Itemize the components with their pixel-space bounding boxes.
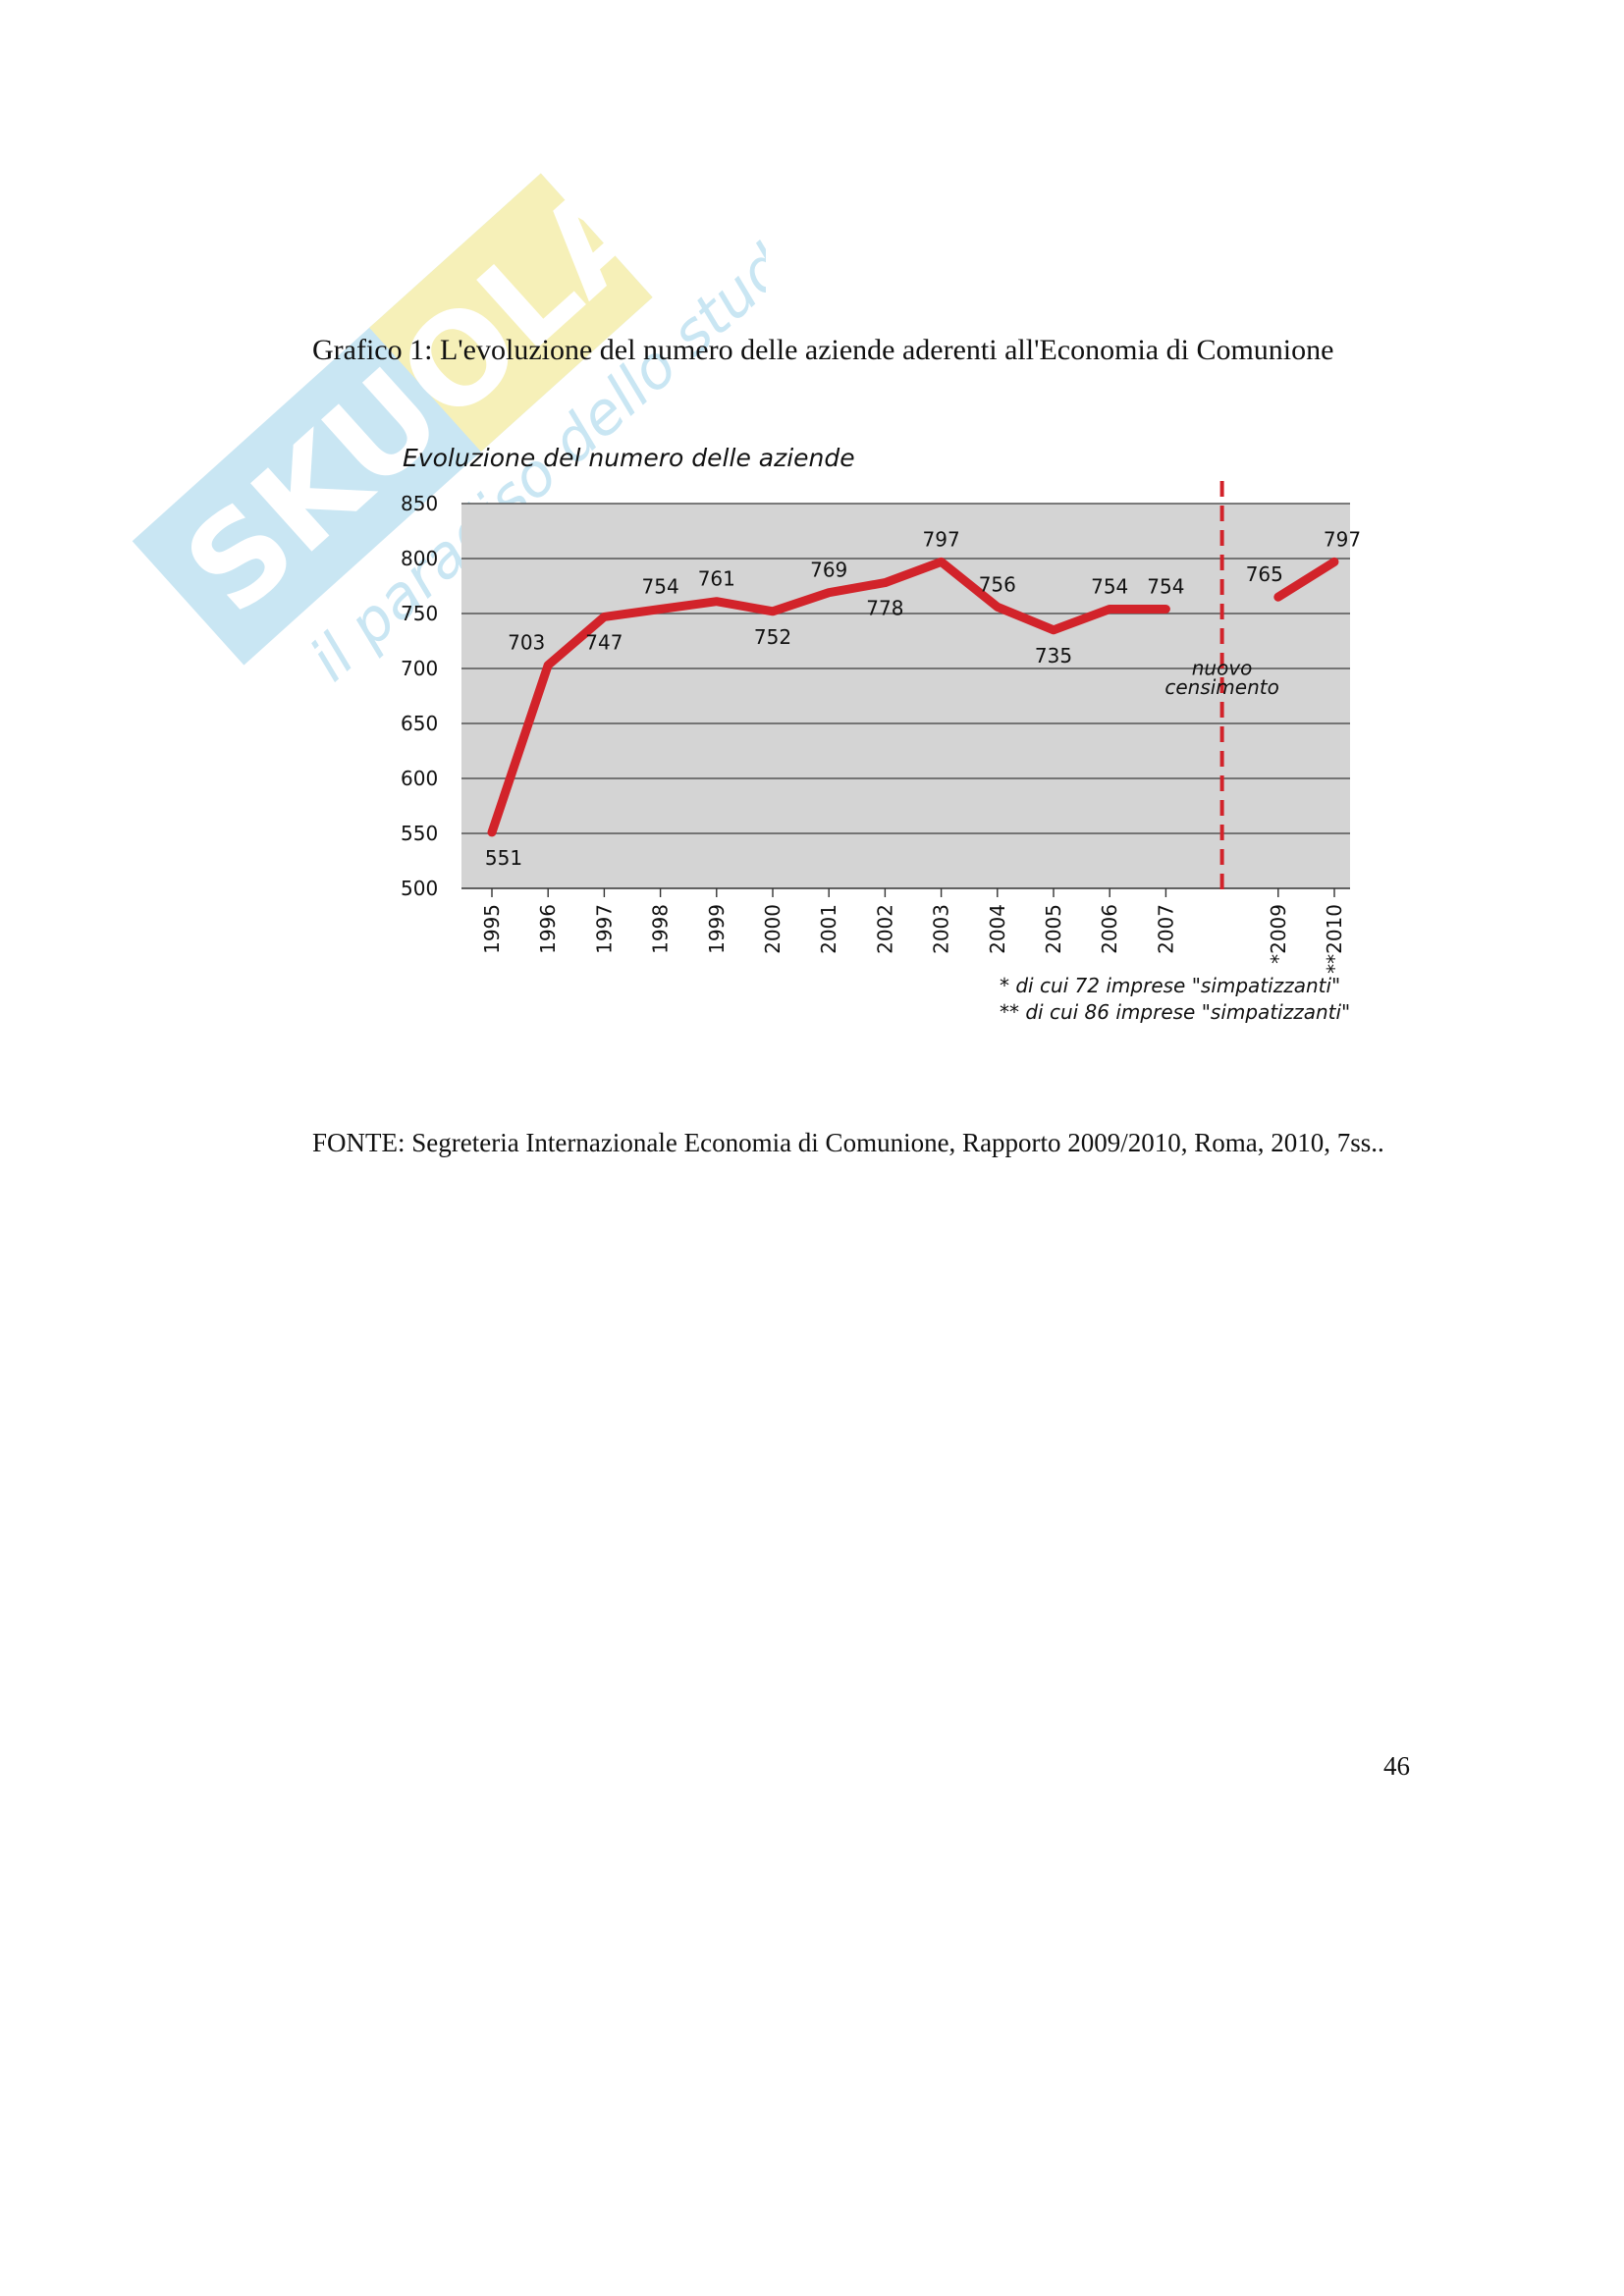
y-tick-label-500: 500 xyxy=(401,877,438,900)
data-points xyxy=(490,560,1336,834)
x-tick-label-**2010: **2010 xyxy=(1323,904,1346,974)
data-point-2006 xyxy=(1108,607,1112,612)
data-label-2002: 778 xyxy=(866,597,903,620)
line-chart: Evoluzione del numero delle aziende 8508… xyxy=(401,444,1361,1024)
x-tick-label-1996: 1996 xyxy=(536,904,560,954)
data-label-1998: 754 xyxy=(642,575,679,599)
data-point-*2009 xyxy=(1275,595,1280,600)
data-label-1997: 747 xyxy=(585,630,623,654)
x-tick-label-2002: 2002 xyxy=(873,904,896,954)
x-tick-label-1997: 1997 xyxy=(592,904,616,954)
data-label-2001: 769 xyxy=(810,559,847,582)
plot-area xyxy=(461,504,1350,888)
footnote-2010: ** di cui 86 imprese "simpatizzanti" xyxy=(1000,1000,1350,1024)
data-label-2007: 754 xyxy=(1147,575,1184,599)
data-point-**2010 xyxy=(1332,560,1336,564)
data-point-2000 xyxy=(771,609,775,614)
data-label-2004: 756 xyxy=(979,572,1016,596)
data-label-*2009: 765 xyxy=(1246,562,1283,586)
figure-caption: Grafico 1: L'evoluzione del numero delle… xyxy=(312,334,1334,366)
page-number: 46 xyxy=(1383,1751,1410,1781)
data-label-2005: 735 xyxy=(1035,644,1072,667)
data-point-2003 xyxy=(939,560,944,564)
x-tick-label-2005: 2005 xyxy=(1042,904,1065,954)
x-tick-label-1998: 1998 xyxy=(649,904,673,954)
data-point-2005 xyxy=(1052,627,1056,632)
x-tick-label-2000: 2000 xyxy=(761,904,785,954)
data-label-1995: 551 xyxy=(485,846,522,870)
x-tick-label-1995: 1995 xyxy=(480,904,504,954)
data-label-1999: 761 xyxy=(698,567,735,591)
break-label-line-2: censimento xyxy=(1164,675,1279,699)
data-label-**2010: 797 xyxy=(1324,527,1361,551)
data-label-2006: 754 xyxy=(1091,575,1128,599)
data-label-1996: 703 xyxy=(508,631,545,655)
data-point-1997 xyxy=(602,614,607,619)
data-point-1998 xyxy=(658,607,663,612)
y-tick-label-550: 550 xyxy=(401,822,438,845)
chart-title: Evoluzione del numero delle aziende xyxy=(403,444,855,472)
data-point-1996 xyxy=(546,663,551,667)
y-tick-label-850: 850 xyxy=(401,492,438,515)
y-tick-label-700: 700 xyxy=(401,657,438,680)
x-tick-label-2006: 2006 xyxy=(1098,904,1121,954)
data-labels: 551 703 747 754 761 752 769 778 797 756 735 754 754 7… xyxy=(485,527,1361,870)
x-tick-label-1999: 1999 xyxy=(705,904,729,954)
break-label-line-1: nuovo xyxy=(1192,657,1253,680)
data-point-1999 xyxy=(714,599,719,604)
census-break: nuovo censimento xyxy=(1164,481,1279,893)
x-tick-label-2001: 2001 xyxy=(817,904,840,954)
data-label-2000: 752 xyxy=(754,625,791,649)
data-point-2002 xyxy=(883,580,888,585)
y-tick-label-600: 600 xyxy=(401,767,438,790)
data-point-1995 xyxy=(490,829,494,834)
watermark-yellow-band xyxy=(369,173,653,453)
x-tick-label-*2009: *2009 xyxy=(1267,904,1290,964)
series-1-line xyxy=(1273,557,1339,602)
y-tick-label-650: 650 xyxy=(401,712,438,735)
x-tick-label-2004: 2004 xyxy=(986,904,1009,954)
y-tick-label-750: 750 xyxy=(401,602,438,625)
data-point-2001 xyxy=(827,590,832,595)
source-note: FONTE: Segreteria Internazionale Economi… xyxy=(312,1128,1384,1157)
footnote-2009: * di cui 72 imprese "simpatizzanti" xyxy=(1000,974,1340,997)
data-point-2004 xyxy=(995,605,1000,610)
y-tick-label-800: 800 xyxy=(401,547,438,570)
x-tick-label-2007: 2007 xyxy=(1154,904,1177,954)
x-tick-label-2003: 2003 xyxy=(930,904,953,954)
y-axis-ticks: 850 800 750 700 650 600 550 500 xyxy=(401,492,438,900)
data-label-2003: 797 xyxy=(923,527,960,551)
x-axis-ticks: 1995 1996 1997 1998 1999 2000 2001 2002 2003 2004… xyxy=(480,888,1346,974)
data-point-2007 xyxy=(1164,607,1168,612)
